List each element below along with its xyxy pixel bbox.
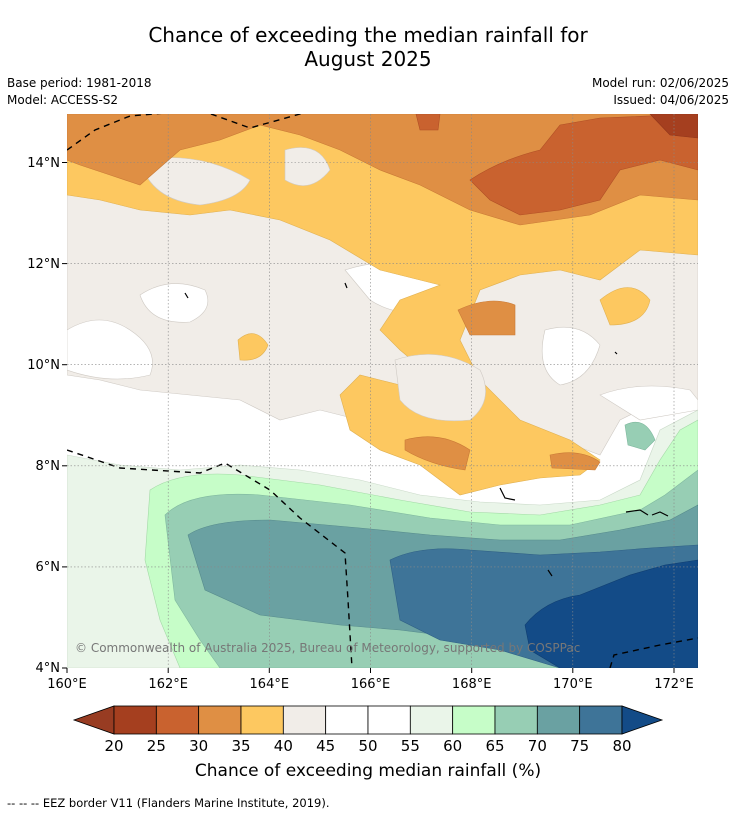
island-outlines <box>184 282 669 577</box>
orange-patch-3 <box>549 452 601 471</box>
y-tick-label-6n: 6°N <box>36 560 61 575</box>
eez-border-west <box>67 449 353 668</box>
orange-patch-2 <box>404 436 471 471</box>
x-tick-label-168e: 168°E <box>452 677 492 692</box>
x-tick-label-164e: 164°E <box>250 677 290 692</box>
x-tick-label-166e: 166°E <box>351 677 391 692</box>
colorbar-tick-label: 50 <box>358 737 378 755</box>
colorbar-tick-label: 65 <box>485 737 505 755</box>
band-above-80 <box>524 559 698 668</box>
colorbar-segment <box>198 705 242 735</box>
colorbar-tick-label: 55 <box>400 737 420 755</box>
x-tick-label-172e: 172°E <box>654 677 694 692</box>
colorbar-high-arrow <box>621 705 664 735</box>
x-tick-label-162e: 162°E <box>148 677 188 692</box>
colorbar-tick-label: 40 <box>273 737 293 755</box>
axis-ticks <box>62 162 675 673</box>
orange-patch-1 <box>457 300 516 336</box>
white-patch-5 <box>599 385 698 421</box>
y-tick-label-14n: 14°N <box>27 156 60 171</box>
colorbar-segment <box>113 705 157 735</box>
colorbar-segment <box>240 705 284 735</box>
colorbar-tick-label: 45 <box>316 737 336 755</box>
colorbar-tick-label: 60 <box>443 737 463 755</box>
band-25-30 <box>469 114 698 216</box>
y-tick-label-8n: 8°N <box>36 459 61 474</box>
y-tick-label-4n: 4°N <box>36 661 61 676</box>
model-run: Model run: 02/06/2025 <box>591 76 729 90</box>
colorbar-tick-label: 70 <box>527 737 547 755</box>
teal-patch-1 <box>624 421 656 451</box>
grey-island-3 <box>284 147 331 186</box>
x-tick-label-170e: 170°E <box>553 677 593 692</box>
white-patch-3 <box>541 326 601 386</box>
colorbar-segment <box>282 705 327 735</box>
colorbar-tick-label: 25 <box>146 737 166 755</box>
chart-title-line-1: Chance of exceeding the median rainfall … <box>148 23 588 47</box>
eez-border-north <box>67 114 303 151</box>
yellow-patch-2 <box>599 287 651 326</box>
colorbar-title: Chance of exceeding median rainfall (%) <box>194 761 542 781</box>
chart-title-line-2: August 2025 <box>304 47 432 71</box>
yellow-patch-1 <box>237 333 269 361</box>
colorbar-segment <box>536 705 581 735</box>
colorbar-tick-label: 35 <box>231 737 251 755</box>
white-patch-1 <box>139 283 209 323</box>
band-25-30-top <box>415 114 441 131</box>
grey-island-1 <box>139 157 251 206</box>
white-patch-4 <box>67 319 153 380</box>
grey-island-2 <box>394 354 486 422</box>
colorbar-tick-label: 30 <box>189 737 209 755</box>
eez-footnote: -- -- -- EEZ border V11 (Flanders Marine… <box>7 796 330 810</box>
colorbar-segment <box>579 705 623 735</box>
x-tick-label-160e: 160°E <box>47 677 87 692</box>
colorbar-tick-label: 75 <box>570 737 590 755</box>
colorbar-low-arrow <box>72 705 115 735</box>
base-period: Base period: 1981-2018 <box>7 76 152 90</box>
y-tick-label-10n: 10°N <box>27 358 60 373</box>
colorbar-segment <box>367 705 411 735</box>
colorbar-tick-label: 80 <box>612 737 632 755</box>
colorbar-segment <box>155 705 200 735</box>
map-fill: © Commonwealth of Australia 2025, Bureau… <box>67 114 698 668</box>
colorbar-segment <box>409 705 454 735</box>
copyright-text: © Commonwealth of Australia 2025, Bureau… <box>75 641 580 655</box>
model-name: Model: ACCESS-S2 <box>7 93 119 107</box>
y-tick-label-12n: 12°N <box>27 257 60 272</box>
colorbar-segment <box>452 705 496 735</box>
issued-date: Issued: 04/06/2025 <box>613 93 729 107</box>
colorbar-segment <box>494 705 538 735</box>
colorbar <box>72 705 664 735</box>
colorbar-segment <box>325 705 369 735</box>
map-grid <box>67 114 698 668</box>
eez-border-southeast <box>609 637 698 668</box>
colorbar-tick-label: 20 <box>104 737 124 755</box>
